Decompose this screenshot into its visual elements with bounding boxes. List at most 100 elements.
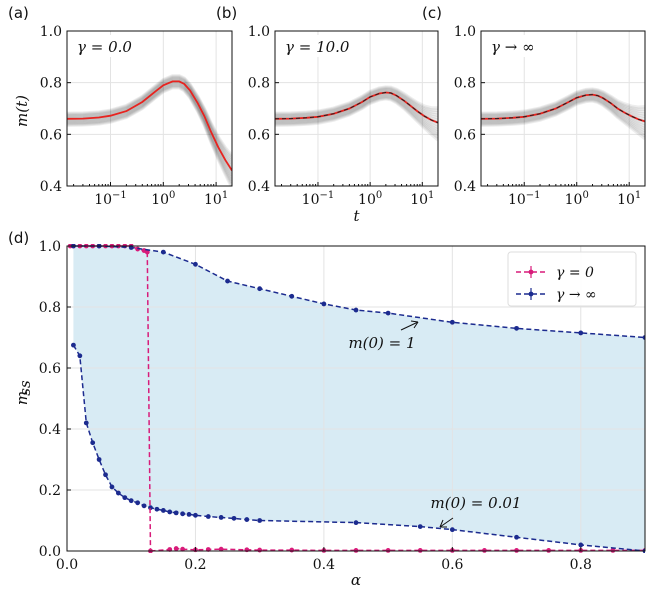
data-point <box>141 503 147 509</box>
annotation-bg <box>485 35 555 57</box>
data-point <box>160 249 166 255</box>
arrow-head <box>410 320 419 329</box>
ensemble-trajectory <box>275 96 438 139</box>
x-tick-label: 0.2 <box>184 557 206 573</box>
axes-frame <box>66 245 646 552</box>
data-point <box>231 515 237 521</box>
gamma-annotation: γ = 0.0 <box>71 35 141 57</box>
data-point <box>321 301 327 307</box>
ensemble-trajectory <box>275 92 438 130</box>
data-point <box>417 524 423 529</box>
x-tick-label: 101 <box>204 190 228 208</box>
ensemble-trajectory <box>481 88 645 117</box>
axes-frame <box>274 30 439 187</box>
ensemble-trajectory <box>275 88 438 120</box>
y-tick-label: 1.0 <box>454 24 476 40</box>
data-point <box>353 520 359 526</box>
annotation-m0-1: m(0) = 1 <box>348 320 419 352</box>
data-point <box>642 335 645 340</box>
ensemble-trajectory <box>275 97 438 142</box>
ensemble-trajectory <box>275 87 438 117</box>
mean-curve <box>67 80 232 171</box>
y-tick-label: 1.0 <box>39 239 61 255</box>
data-point <box>103 472 108 478</box>
ensemble-trajectory <box>67 84 232 184</box>
data-point <box>514 325 519 331</box>
panel-letter: (d) <box>8 229 29 247</box>
panel-a: 0.4 0.6 0.8 1.0 10−1 100 101 γ = 0.0 (a) m(t) <box>8 4 233 208</box>
ensemble-band <box>67 74 232 186</box>
ensemble-trajectory <box>67 74 232 157</box>
y-axis-label-subscript: ss <box>16 380 34 396</box>
data-point <box>482 547 487 553</box>
data-point <box>244 517 250 522</box>
x-axis-label: t <box>353 207 360 225</box>
data-point <box>173 510 179 516</box>
x-tick-label: 101 <box>617 190 641 208</box>
ensemble-trajectory <box>481 90 645 118</box>
ensemble-trajectory <box>481 97 645 136</box>
data-point <box>128 498 134 504</box>
y-tick-label: 1.0 <box>40 24 62 40</box>
ensemble-trajectory <box>275 88 438 118</box>
data-point <box>186 512 192 517</box>
y-tick-label: 0.4 <box>39 422 61 438</box>
data-point <box>205 514 211 519</box>
y-tick-label: 0.2 <box>39 483 61 499</box>
ensemble-trajectory <box>481 98 645 138</box>
panel-letter: (c) <box>422 4 442 22</box>
ensemble-trajectory <box>275 85 438 116</box>
axes-frame <box>66 30 233 187</box>
annotation-text: γ = 10.0 <box>285 38 350 56</box>
y-tick-label: 1.0 <box>248 24 270 40</box>
y-axis-label: m(t) <box>13 95 31 127</box>
ensemble-trajectory <box>481 99 645 140</box>
ensemble-trajectory <box>481 89 645 117</box>
data-point <box>610 547 616 553</box>
ensemble-trajectory <box>67 77 232 167</box>
y-tick-label: 0.6 <box>454 127 476 143</box>
annotation-bg <box>71 35 141 57</box>
gamma-annotation: γ → ∞ <box>485 35 555 57</box>
legend-box <box>507 251 637 307</box>
x-tick-label: 10−1 <box>508 190 541 208</box>
data-point <box>218 546 224 552</box>
data-point <box>180 546 186 552</box>
x-tick-label: 0.8 <box>570 557 592 573</box>
ensemble-trajectory <box>67 83 232 182</box>
ensemble-trajectory <box>67 75 232 160</box>
data-point <box>257 286 263 292</box>
annotation-text: m(0) = 1 <box>348 334 415 352</box>
x-tick-label: 10−1 <box>302 190 335 208</box>
panel-c: 0.4 0.6 0.8 1.0 10−1 100 101 γ → ∞ (c) <box>422 4 646 208</box>
data-point <box>173 546 179 551</box>
legend-marker <box>528 269 534 275</box>
theory-curve <box>481 94 645 122</box>
data-point <box>96 457 102 462</box>
x-tick-label: 100 <box>151 190 175 208</box>
data-point <box>385 310 391 316</box>
data-point <box>417 547 423 553</box>
y-tick-label: 0.8 <box>454 76 476 92</box>
data-point <box>353 547 359 553</box>
data-point <box>257 518 263 523</box>
y-axis-label: m <box>13 391 31 405</box>
bistable-region <box>73 246 645 551</box>
x-axis-label: α <box>351 571 361 589</box>
annotation-arrow <box>400 321 419 331</box>
data-point <box>289 547 295 553</box>
panel-letter: (b) <box>216 4 237 22</box>
ensemble-trajectory <box>67 85 232 186</box>
data-point <box>77 353 83 359</box>
data-point <box>514 547 519 553</box>
x-tick-label: 0.4 <box>313 557 335 573</box>
data-point <box>578 542 584 548</box>
data-point <box>225 278 230 284</box>
ensemble-band <box>275 85 438 142</box>
data-point <box>546 547 552 553</box>
data-point <box>180 511 186 517</box>
y-tick-label: 0.8 <box>39 300 61 316</box>
data-point <box>257 547 263 553</box>
axes-frame <box>480 30 646 187</box>
gamma-annotation: γ = 10.0 <box>279 35 350 57</box>
